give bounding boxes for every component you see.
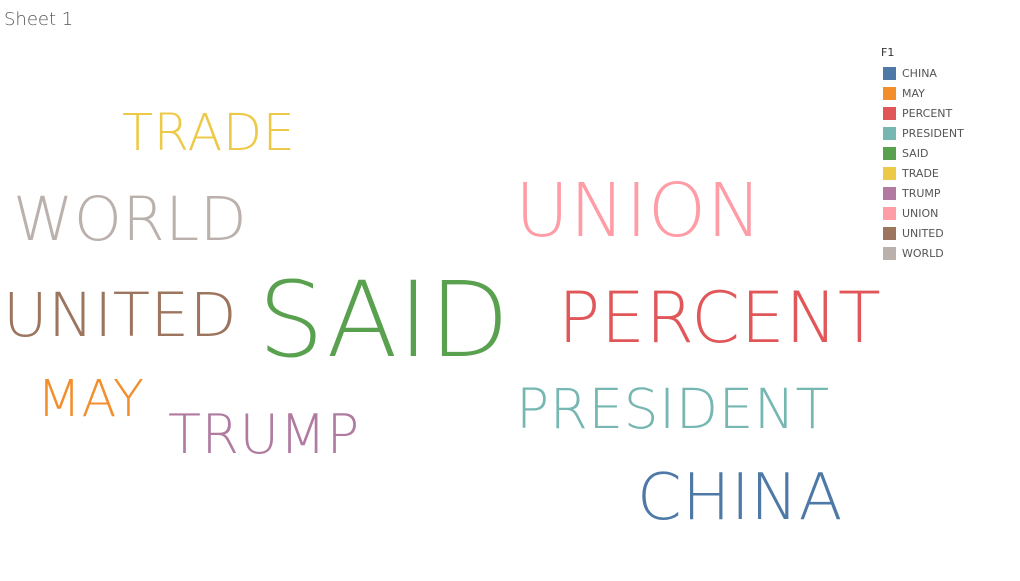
sheet-title: Sheet 1 bbox=[4, 9, 74, 30]
legend-label: WORLD bbox=[902, 246, 944, 260]
legend-swatch bbox=[883, 246, 896, 260]
word-percent[interactable]: PERCENT bbox=[558, 277, 882, 359]
legend-item-trump[interactable]: TRUMP bbox=[883, 183, 1011, 203]
legend-title: F1 bbox=[881, 46, 895, 59]
legend-swatch bbox=[883, 66, 896, 80]
word-china[interactable]: CHINA bbox=[637, 461, 843, 535]
word-trade[interactable]: TRADE bbox=[122, 104, 296, 163]
legend-item-may[interactable]: MAY bbox=[883, 83, 1011, 103]
word-world[interactable]: WORLD bbox=[13, 184, 248, 255]
word-said[interactable]: SAID bbox=[258, 259, 510, 381]
legend-swatch bbox=[883, 86, 896, 100]
word-united[interactable]: UNITED bbox=[3, 280, 238, 351]
legend-label: CHINA bbox=[902, 66, 937, 80]
legend-item-world[interactable]: WORLD bbox=[883, 243, 1011, 263]
legend-item-percent[interactable]: PERCENT bbox=[883, 103, 1011, 123]
legend-item-united[interactable]: UNITED bbox=[883, 223, 1011, 243]
legend-swatch bbox=[883, 106, 896, 120]
legend-swatch bbox=[883, 226, 896, 240]
legend-item-said[interactable]: SAID bbox=[883, 143, 1011, 163]
legend-label: PERCENT bbox=[902, 106, 953, 120]
word-union[interactable]: UNION bbox=[515, 168, 763, 254]
legend-label: MAY bbox=[902, 86, 925, 100]
word-cloud: SAID UNION PERCENT UNITED WORLD PRESIDEN… bbox=[3, 104, 881, 535]
word-president[interactable]: PRESIDENT bbox=[516, 377, 830, 441]
legend-item-president[interactable]: PRESIDENT bbox=[883, 123, 1011, 143]
legend-swatch bbox=[883, 166, 896, 180]
word-may[interactable]: MAY bbox=[37, 370, 145, 429]
legend: F1 CHINA MAY PERCENT PRESIDENT SAID TRADE TRUM… bbox=[881, 46, 1011, 263]
legend-item-trade[interactable]: TRADE bbox=[883, 163, 1011, 183]
legend-label: TRADE bbox=[902, 166, 939, 180]
legend-swatch bbox=[883, 126, 896, 140]
legend-label: TRUMP bbox=[902, 186, 941, 200]
legend-label: PRESIDENT bbox=[902, 126, 964, 140]
legend-label: UNION bbox=[902, 206, 939, 220]
legend-item-china[interactable]: CHINA bbox=[883, 63, 1011, 83]
legend-swatch bbox=[883, 206, 896, 220]
legend-swatch bbox=[883, 146, 896, 160]
word-trump[interactable]: TRUMP bbox=[168, 403, 360, 466]
legend-swatch bbox=[883, 186, 896, 200]
legend-label: UNITED bbox=[902, 226, 944, 240]
legend-item-union[interactable]: UNION bbox=[883, 203, 1011, 223]
legend-label: SAID bbox=[902, 146, 929, 160]
